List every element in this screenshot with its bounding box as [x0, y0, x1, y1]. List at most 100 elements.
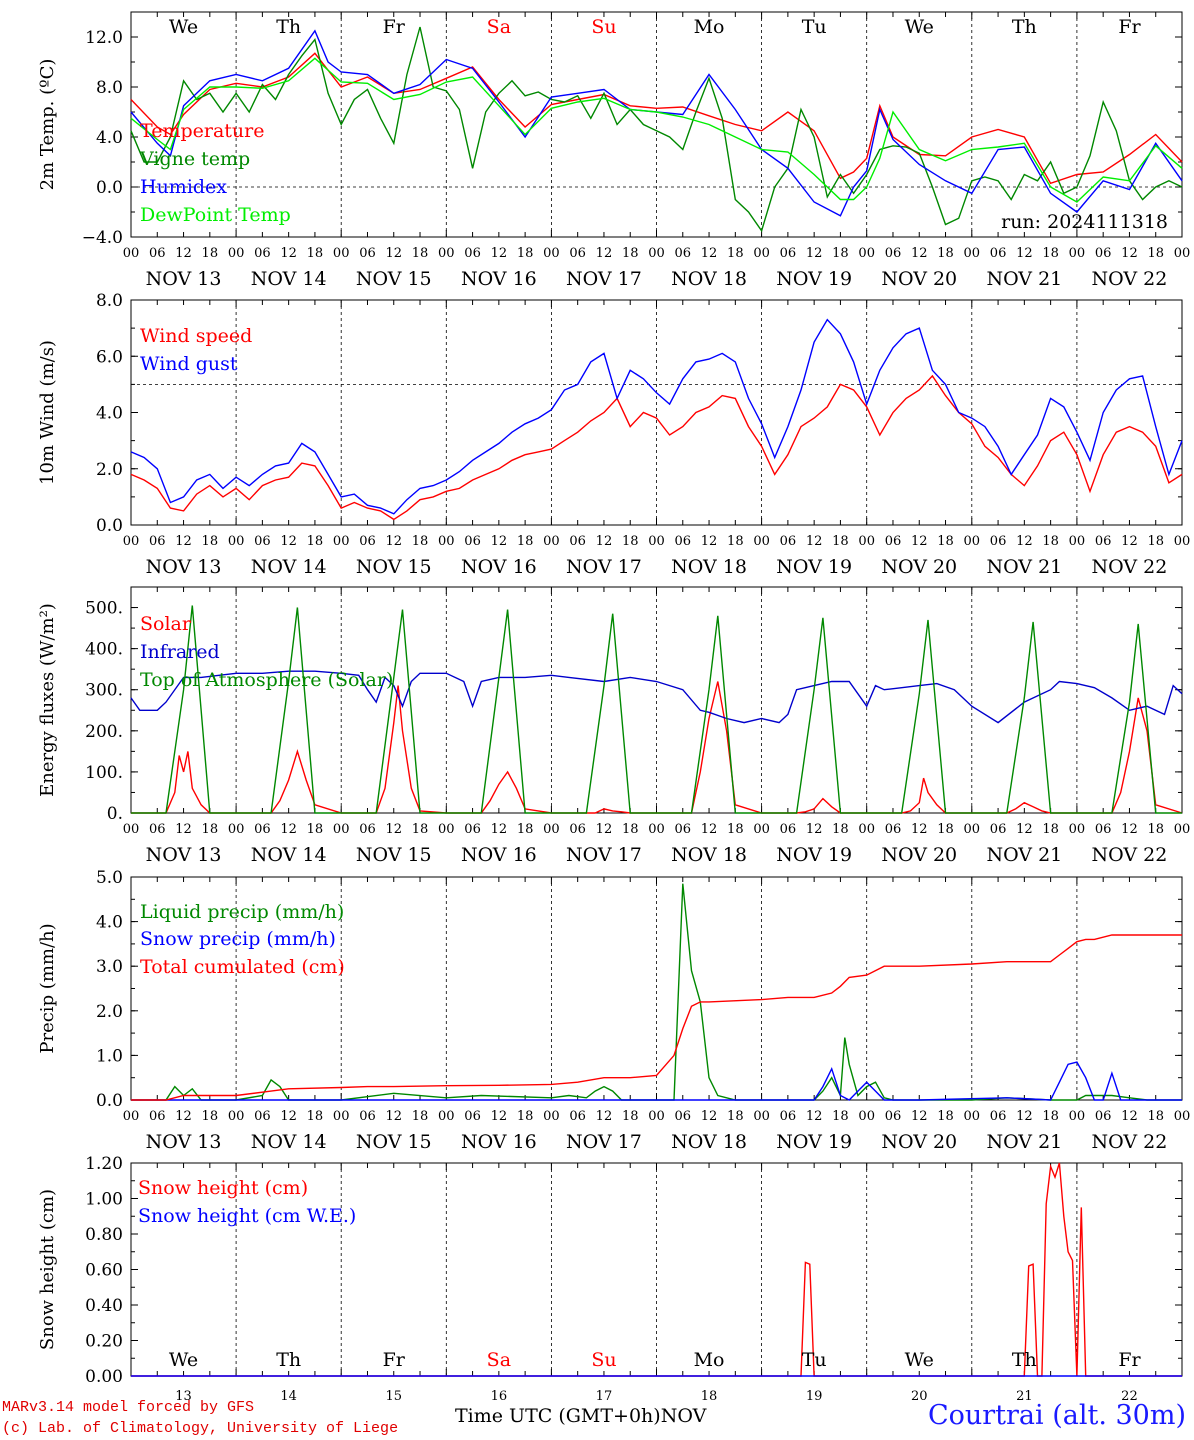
y-tick-label: 3.0	[96, 957, 123, 977]
hour-tick-label: 18	[832, 822, 849, 837]
hour-tick-label: 06	[149, 534, 166, 549]
date-label: NOV 19	[776, 556, 852, 578]
hour-tick-label: 06	[675, 246, 692, 261]
hour-tick-label: 00	[753, 246, 770, 261]
hour-tick-label: 18	[727, 1109, 744, 1124]
hour-tick-label: 12	[596, 1109, 613, 1124]
date-label: NOV 19	[776, 268, 852, 290]
hour-tick-label: 00	[228, 534, 245, 549]
hour-tick-label: 12	[806, 534, 823, 549]
date-label: NOV 14	[251, 1131, 327, 1153]
hour-tick-label: 00	[543, 246, 560, 261]
y-tick-label: 5.0	[96, 868, 123, 888]
series-line	[131, 605, 1182, 814]
y-tick-label: 0.0	[96, 1091, 123, 1111]
panel-precip	[130, 876, 1183, 1101]
hour-tick-label: 00	[1174, 822, 1191, 837]
day-name: Tu	[802, 16, 827, 38]
hour-tick-label: 12	[1121, 246, 1138, 261]
y-tick-label: 4.0	[96, 128, 123, 148]
date-label: NOV 20	[881, 1131, 957, 1153]
date-label: NOV 22	[1092, 268, 1168, 290]
hour-tick-label: 00	[1174, 534, 1191, 549]
hour-tick-label: 00	[543, 534, 560, 549]
day-number: 15	[385, 1389, 402, 1404]
hour-tick-label: 18	[727, 534, 744, 549]
series-line	[130, 52, 1183, 185]
y-tick-label: 400.	[85, 640, 123, 660]
date-label: NOV 13	[146, 1131, 222, 1153]
hour-tick-label: 18	[1042, 246, 1059, 261]
hour-tick-label: 06	[885, 1109, 902, 1124]
hour-tick-label: 06	[885, 534, 902, 549]
panel-snow	[130, 1162, 1183, 1377]
series-line	[130, 318, 1183, 515]
hour-tick-label: 12	[280, 1109, 297, 1124]
series-line	[130, 670, 1183, 724]
hour-tick-label: 12	[701, 534, 718, 549]
hour-tick-label: 18	[832, 246, 849, 261]
hour-tick-label: 18	[517, 822, 534, 837]
y-tick-label: 0.0	[96, 178, 123, 198]
hour-tick-label: 06	[990, 246, 1007, 261]
hour-tick-label: 12	[701, 1109, 718, 1124]
day-number: 13	[175, 1389, 192, 1404]
day-number: 16	[491, 1389, 508, 1404]
day-name: Fr	[1118, 16, 1141, 38]
series-line	[131, 883, 1182, 1101]
hour-tick-label: 06	[254, 1109, 271, 1124]
hour-tick-label: 18	[1042, 822, 1059, 837]
hour-tick-label: 18	[412, 246, 429, 261]
series-line	[131, 934, 1182, 1101]
hour-tick-label: 00	[333, 246, 350, 261]
day-name: Mo	[694, 16, 725, 38]
hour-tick-label: 18	[832, 534, 849, 549]
hour-tick-label: 06	[569, 534, 586, 549]
hour-tick-label: 18	[1147, 822, 1164, 837]
hour-tick-label: 00	[333, 534, 350, 549]
date-label: NOV 16	[461, 268, 537, 290]
date-label: NOV 20	[881, 844, 957, 866]
hour-tick-label: 00	[1069, 246, 1086, 261]
hour-tick-label: 00	[648, 246, 665, 261]
y-axis-label: Precip (mm/h)	[37, 923, 58, 1053]
hour-tick-label: 12	[491, 1109, 508, 1124]
day-number: 19	[806, 1389, 823, 1404]
date-label: NOV 18	[671, 844, 747, 866]
hour-tick-label: 18	[517, 534, 534, 549]
hour-tick-label: 18	[412, 1109, 429, 1124]
hour-tick-label: 18	[517, 1109, 534, 1124]
hour-tick-label: 18	[622, 246, 639, 261]
y-tick-label: 6.0	[96, 347, 123, 367]
hour-tick-label: 00	[1069, 534, 1086, 549]
y-tick-label: 1.0	[96, 1046, 123, 1066]
day-name: Sa	[487, 16, 511, 38]
hour-tick-label: 12	[175, 1109, 192, 1124]
hour-tick-label: 18	[622, 534, 639, 549]
date-label: NOV 18	[671, 268, 747, 290]
hour-tick-label: 18	[202, 822, 219, 837]
lab-credit: (c) Lab. of Climatology, University of L…	[2, 1420, 399, 1437]
hour-tick-label: 12	[175, 822, 192, 837]
y-tick-label: 0.00	[85, 1367, 123, 1387]
y-tick-label: 1.00	[85, 1190, 123, 1210]
hour-tick-label: 00	[438, 1109, 455, 1124]
series-line	[131, 1061, 1182, 1101]
hour-tick-label: 00	[858, 822, 875, 837]
date-label: NOV 15	[356, 1131, 432, 1153]
legend-entry: Wind gust	[140, 353, 238, 375]
hour-tick-label: 06	[780, 1109, 797, 1124]
hour-tick-label: 12	[1016, 534, 1033, 549]
day-name: Mo	[694, 1349, 725, 1371]
hour-tick-label: 18	[1042, 534, 1059, 549]
hour-tick-label: 18	[727, 246, 744, 261]
hour-tick-label: 12	[806, 1109, 823, 1124]
hour-tick-label: 12	[1016, 1109, 1033, 1124]
day-name: Su	[591, 16, 616, 38]
hour-tick-label: 06	[990, 1109, 1007, 1124]
day-number: 14	[280, 1389, 297, 1404]
hour-tick-label: 00	[123, 822, 140, 837]
hour-tick-label: 00	[228, 1109, 245, 1124]
legend-entry: Humidex	[140, 176, 227, 198]
hour-tick-label: 12	[1121, 822, 1138, 837]
